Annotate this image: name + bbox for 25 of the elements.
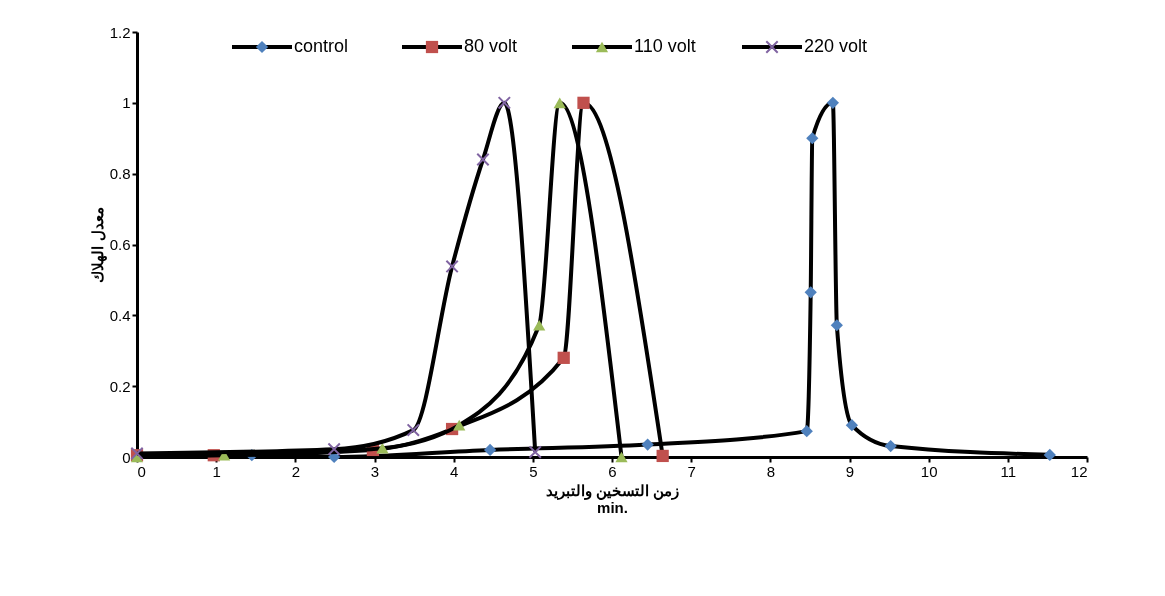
x-tick-label: 0 xyxy=(137,462,146,480)
x-tick-label: 9 xyxy=(845,462,855,480)
legend-label: 220 volt xyxy=(804,36,868,56)
y-tick-label: 1.2 xyxy=(109,23,131,41)
x-tick-label: 12 xyxy=(1070,462,1088,480)
x-tick-label: 10 xyxy=(920,462,938,480)
y-tick-label: 0.4 xyxy=(109,306,131,324)
x-tick-label: 5 xyxy=(529,462,538,480)
y-tick-label: 0 xyxy=(122,448,131,466)
y-tick-label: 1 xyxy=(122,94,131,112)
x-tick-label: 1 xyxy=(212,462,221,480)
y-axis-title: معدل الهلاك xyxy=(88,207,107,283)
legend-label: control xyxy=(294,36,349,56)
x-tick-label: 7 xyxy=(687,462,696,480)
x-tick-label: 6 xyxy=(608,462,617,480)
legend-label: 110 volt xyxy=(634,36,696,56)
x-tick-label: 4 xyxy=(449,462,459,480)
x-tick-label: 3 xyxy=(370,462,380,480)
legend-label: 80 volt xyxy=(464,36,518,56)
y-tick-label: 0.2 xyxy=(109,377,131,395)
x-tick-label: 11 xyxy=(1000,462,1017,480)
y-tick-label: 0.6 xyxy=(109,236,131,253)
x-tick-label: 2 xyxy=(291,462,301,480)
y-tick-label: 0.8 xyxy=(109,165,131,183)
x-tick-label: 8 xyxy=(766,462,776,480)
